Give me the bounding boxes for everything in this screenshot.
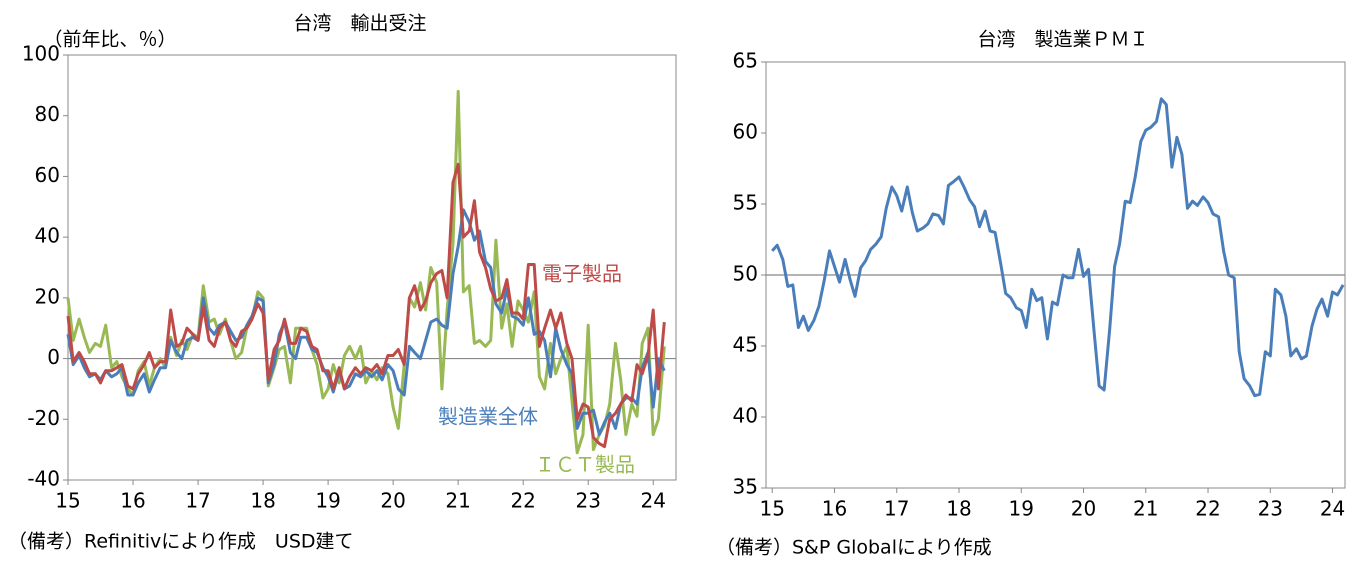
x-tick-label: 23 xyxy=(575,489,600,513)
series-line xyxy=(771,97,1345,398)
x-tick-label: 20 xyxy=(380,489,405,513)
x-tick-label: 22 xyxy=(1195,497,1220,521)
x-tick-label: 18 xyxy=(250,489,275,513)
x-tick-label: 19 xyxy=(315,489,340,513)
y-tick-label: 40 xyxy=(733,404,758,428)
y-tick-label: 0 xyxy=(47,345,60,369)
y-tick-label: 40 xyxy=(35,224,60,248)
y-tick-label: 65 xyxy=(733,49,758,73)
footnote: （備考）S&P Globalにより作成 xyxy=(716,537,992,559)
y-tick-label: 35 xyxy=(733,475,758,499)
series-label: 電子製品 xyxy=(542,262,622,286)
x-tick-label: 21 xyxy=(1133,497,1158,521)
y-tick-label: 100 xyxy=(22,42,60,66)
x-tick-label: 24 xyxy=(641,489,666,513)
x-tick-label: 16 xyxy=(120,489,145,513)
y-tick-label: 55 xyxy=(733,191,758,215)
x-tick-label: 16 xyxy=(822,497,847,521)
footnote: （備考）Refinitivにより作成 USD建て xyxy=(8,531,354,553)
x-tick-label: 15 xyxy=(55,489,80,513)
series-line xyxy=(66,162,666,449)
x-tick-label: 23 xyxy=(1258,497,1283,521)
x-tick-label: 18 xyxy=(946,497,971,521)
y-tick-label: 80 xyxy=(35,102,60,126)
series-label: ＩＣＴ製品 xyxy=(535,453,635,477)
y-tick-label: 45 xyxy=(733,333,758,357)
chart-title: 台湾 製造業ＰＭＩ xyxy=(977,29,1148,51)
x-tick-label: 17 xyxy=(185,489,210,513)
y-axis-label: （前年比、％） xyxy=(43,29,176,51)
chart-title: 台湾 輸出受注 xyxy=(293,13,426,35)
y-tick-label: 60 xyxy=(733,120,758,144)
y-tick-label: 20 xyxy=(35,284,60,308)
x-tick-label: 15 xyxy=(759,497,784,521)
x-tick-label: 21 xyxy=(445,489,470,513)
x-tick-label: 20 xyxy=(1071,497,1096,521)
x-tick-label: 22 xyxy=(510,489,535,513)
x-tick-label: 17 xyxy=(884,497,909,521)
x-tick-label: 24 xyxy=(1320,497,1345,521)
y-tick-label: 50 xyxy=(733,262,758,286)
series-label: 製造業全体 xyxy=(438,405,538,429)
x-tick-label: 19 xyxy=(1009,497,1034,521)
y-tick-label: -20 xyxy=(27,406,60,430)
plot-frame xyxy=(67,54,677,481)
y-tick-label: 60 xyxy=(35,163,60,187)
y-tick-label: -40 xyxy=(27,467,60,491)
